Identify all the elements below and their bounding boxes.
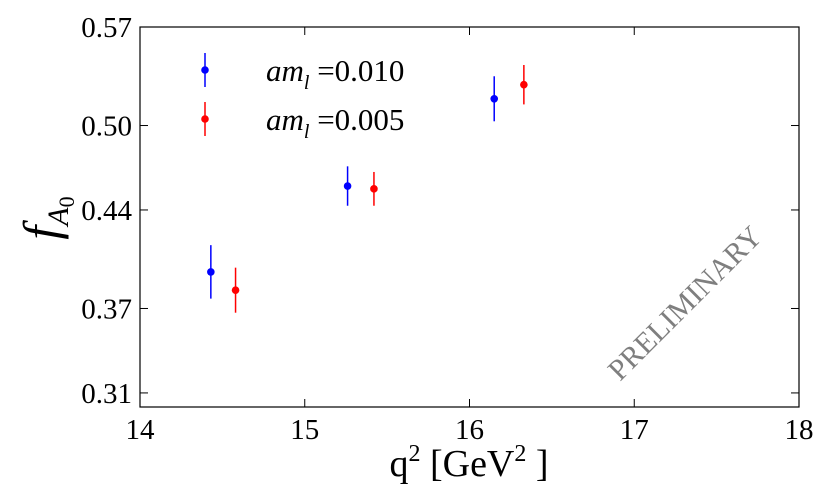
data-point (520, 80, 528, 89)
y-axis-ticks: 0.31 0.37 0.44 0.50 0.57 (81, 12, 799, 410)
x-tick-label: 17 (620, 414, 649, 446)
data-point (343, 182, 352, 190)
y-axis-label-subsub: 0 (54, 196, 79, 207)
x-axis-label-base: q (389, 443, 408, 485)
x-axis-label-sup: 2 (408, 441, 420, 467)
y-tick-label: 0.31 (81, 378, 132, 410)
x-axis-label: q2 [GeV2 ] (389, 441, 548, 485)
y-tick-label: 0.57 (81, 12, 132, 44)
y-tick-label: 0.50 (81, 111, 132, 143)
legend-label-sub: l (304, 121, 310, 143)
data-points (207, 65, 528, 313)
data-point (231, 286, 240, 294)
legend-label-italic: am (266, 102, 304, 137)
legend-marker (201, 115, 209, 123)
legend-label: aml =0.005 (266, 102, 404, 143)
legend-label-value: =0.005 (309, 102, 404, 137)
x-tick-label: 14 (126, 414, 156, 446)
y-tick-label: 0.37 (81, 293, 132, 325)
y-axis-label-sub: A (42, 207, 75, 228)
legend-marker (201, 66, 209, 74)
legend-label-italic: am (266, 53, 304, 88)
data-point (370, 185, 378, 193)
legend-label-value: =0.010 (309, 53, 404, 88)
watermark-text: PRELIMINARY (602, 220, 769, 387)
x-tick-label: 15 (290, 414, 319, 446)
x-tick-label: 16 (455, 414, 484, 446)
legend-label-sub: l (304, 72, 310, 94)
data-point (207, 268, 215, 276)
x-axis-label-end: ] (526, 443, 548, 485)
y-axis-label: fA0 (13, 196, 79, 239)
x-axis-ticks: 14 15 16 17 18 (126, 27, 814, 446)
watermark: PRELIMINARY (602, 220, 769, 387)
y-tick-label: 0.44 (81, 195, 132, 227)
x-tick-label: 18 (785, 414, 814, 446)
x-axis-label-sup2: 2 (514, 441, 526, 467)
plot-area (139, 26, 800, 408)
data-point (490, 94, 499, 103)
x-axis-label-mid: [GeV (420, 443, 514, 485)
legend-label: aml =0.010 (266, 53, 404, 94)
